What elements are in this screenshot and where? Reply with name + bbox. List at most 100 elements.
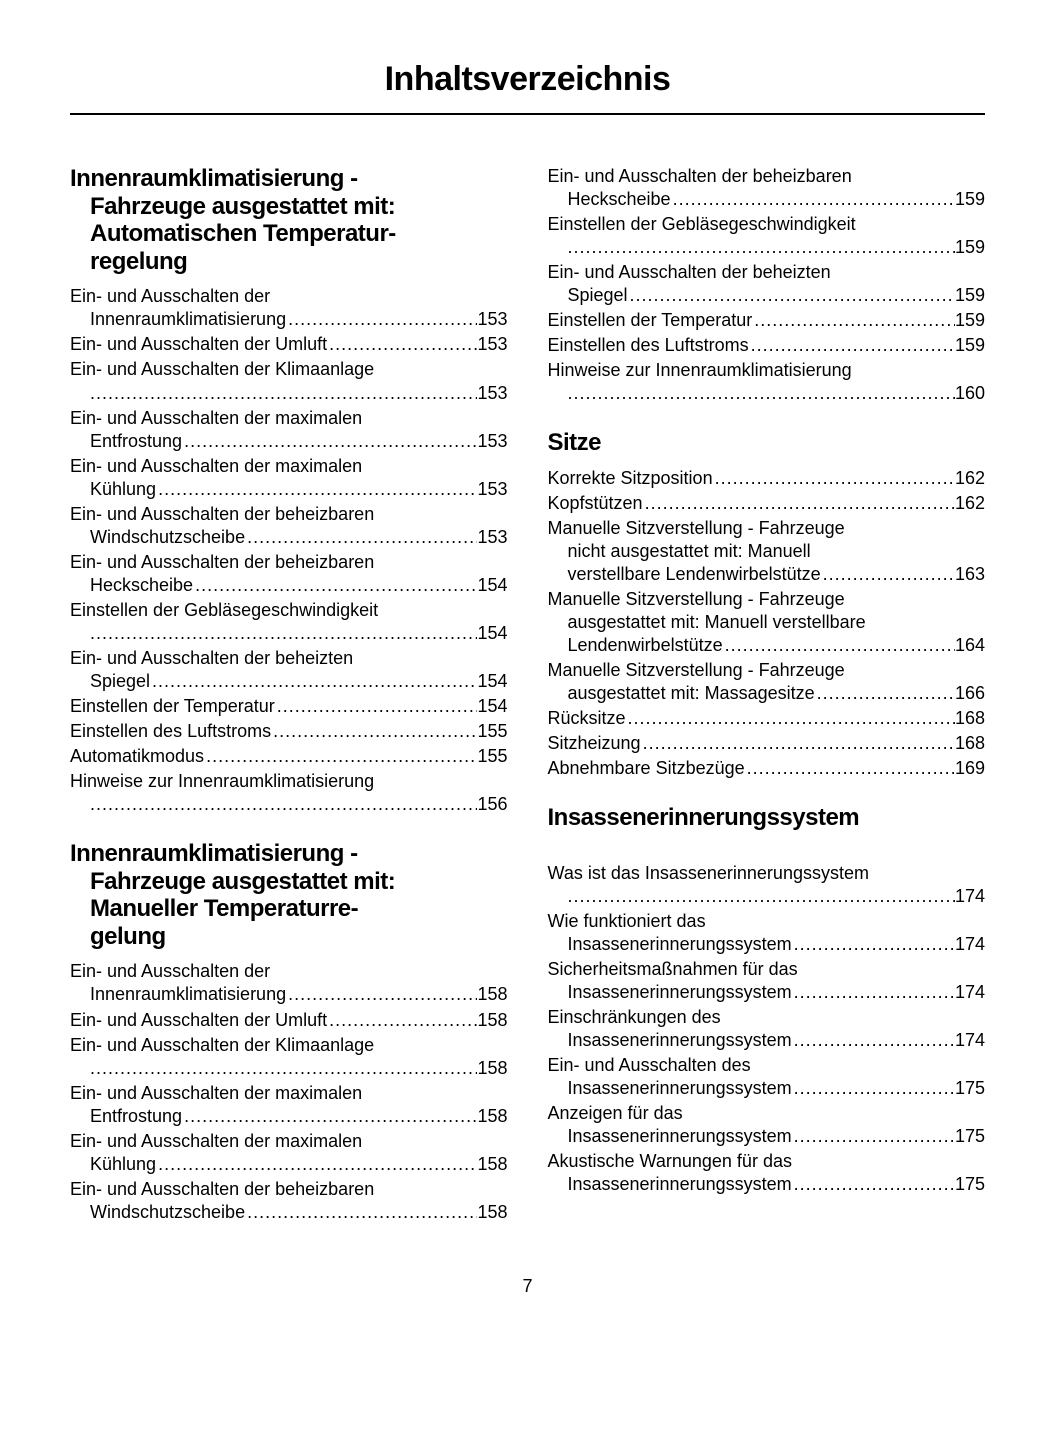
toc-entry-label: Insassenerinnerungssystem (568, 1029, 794, 1052)
toc-page-number: 163 (955, 563, 985, 586)
right-column: Ein- und Ausschalten der beheizbarenHeck… (548, 165, 986, 1226)
toc-entry: Einstellen der Temperatur 159 (548, 309, 986, 332)
toc-leader (817, 682, 955, 705)
toc-entry: Wie funktioniert dasInsassenerinnerungss… (548, 910, 986, 956)
toc-page-number: 175 (955, 1173, 985, 1196)
toc-entry-line: Hinweise zur Innenraumklimatisierung (548, 359, 986, 382)
section-heading: Innenraumklimatisierung -Fahrzeuge ausge… (70, 165, 508, 275)
toc-entry-label: Automatikmodus (70, 745, 206, 768)
toc-page-number: 174 (955, 933, 985, 956)
page-title: Inhaltsverzeichnis (70, 60, 985, 115)
toc-leader (90, 382, 477, 405)
toc-entry-line: Wie funktioniert das (548, 910, 986, 933)
toc-entry: Ein- und Ausschalten der maximalenEntfro… (70, 407, 508, 453)
toc-entry: Einstellen der Gebläsegeschwindigkeit159 (548, 213, 986, 259)
toc-entry-line: Anzeigen für das (548, 1102, 986, 1125)
toc-entry: Ein- und Ausschalten derInnenraumklimati… (70, 960, 508, 1006)
toc-entry-line: Manuelle Sitzverstellung - Fahrzeuge (548, 517, 986, 540)
left-column: Innenraumklimatisierung -Fahrzeuge ausge… (70, 165, 508, 1226)
toc-leader (329, 333, 477, 356)
toc-leader (152, 670, 477, 693)
toc-entry: Ein- und Ausschalten der beheiztenSpiege… (70, 647, 508, 693)
toc-page-number: 162 (955, 467, 985, 490)
toc-entry: Ein- und Ausschalten der beheizbarenWind… (70, 1178, 508, 1224)
toc-leader (630, 284, 955, 307)
toc-entry-label: Rücksitze (548, 707, 628, 730)
section-heading: Insassenerinnerungssystem (548, 804, 986, 832)
toc-leader (747, 757, 955, 780)
toc-leader (158, 1153, 477, 1176)
toc-leader (195, 574, 477, 597)
toc-entry-label: Kühlung (90, 478, 158, 501)
toc-entry-label: Windschutzscheibe (90, 526, 247, 549)
toc-page-number: 153 (477, 333, 507, 356)
toc-entry-line: Ein- und Ausschalten der Klimaanlage (70, 358, 508, 381)
toc-page-number: 154 (477, 574, 507, 597)
toc-entry-label: Einstellen der Temperatur (548, 309, 755, 332)
toc-entry-line: Ein- und Ausschalten der beheizbaren (70, 551, 508, 574)
toc-entry-line: ausgestattet mit: Manuell verstellbare (548, 611, 986, 634)
toc-entry-label: Lendenwirbelstütze (568, 634, 725, 657)
toc-page-number: 156 (477, 793, 507, 816)
toc-entry-label: Einstellen der Temperatur (70, 695, 277, 718)
toc-entry-line: Ein- und Ausschalten der maximalen (70, 455, 508, 478)
toc-entry-label: Innenraumklimatisierung (90, 983, 288, 1006)
toc-entry: Ein- und Ausschalten der maximalenKühlun… (70, 1130, 508, 1176)
toc-leader (794, 1077, 955, 1100)
toc-page-number: 164 (955, 634, 985, 657)
toc-leader (754, 309, 955, 332)
toc-leader (90, 793, 477, 816)
toc-page-number: 158 (477, 1057, 507, 1080)
toc-page-number: 154 (477, 695, 507, 718)
toc-entry-line: Ein- und Ausschalten der (70, 285, 508, 308)
toc-entry-label: Entfrostung (90, 430, 184, 453)
toc-entry-line: Ein- und Ausschalten des (548, 1054, 986, 1077)
toc-leader (273, 720, 477, 743)
toc-entry: Hinweise zur Innenraumklimatisierung160 (548, 359, 986, 405)
toc-entry-label: Kopfstützen (548, 492, 645, 515)
toc-page-number: 154 (477, 670, 507, 693)
toc-page-number: 169 (955, 757, 985, 780)
toc-entry-line: Einstellen der Gebläsegeschwindigkeit (548, 213, 986, 236)
toc-entry-label: Einstellen des Luftstroms (70, 720, 273, 743)
toc-leader (643, 732, 955, 755)
toc-leader (90, 1057, 477, 1080)
page-number: 7 (70, 1276, 985, 1297)
toc-page-number: 159 (955, 309, 985, 332)
toc-entry: Manuelle Sitzverstellung - Fahrzeugenich… (548, 517, 986, 586)
toc-entry-label: Heckscheibe (90, 574, 195, 597)
toc-entry: Kopfstützen162 (548, 492, 986, 515)
toc-entry-line: Einschränkungen des (548, 1006, 986, 1029)
toc-leader (288, 308, 477, 331)
toc-entry-label: Insassenerinnerungssystem (568, 981, 794, 1004)
toc-entry: Einstellen der Gebläsegeschwindigkeit154 (70, 599, 508, 645)
toc-entry-line: Sicherheitsmaßnahmen für das (548, 958, 986, 981)
toc-entry-line: Ein- und Ausschalten der beheizbaren (548, 165, 986, 188)
toc-page-number: 166 (955, 682, 985, 705)
section-heading: Sitze (548, 429, 986, 457)
toc-leader (751, 334, 955, 357)
toc-entry-label: Kühlung (90, 1153, 158, 1176)
toc-page-number: 153 (477, 430, 507, 453)
toc-entry: Akustische Warnungen für dasInsassenerin… (548, 1150, 986, 1196)
toc-leader (725, 634, 955, 657)
toc-page-number: 153 (477, 526, 507, 549)
toc-entry-label: Insassenerinnerungssystem (568, 1125, 794, 1148)
toc-entry-label: Spiegel (568, 284, 630, 307)
toc-leader (329, 1009, 477, 1032)
toc-leader (288, 983, 477, 1006)
toc-entry-label: Ein- und Ausschalten der Umluft (70, 333, 329, 356)
toc-entry-label: Insassenerinnerungssystem (568, 1077, 794, 1100)
toc-leader (794, 1173, 955, 1196)
toc-entry: Ein- und Ausschalten der Umluft158 (70, 1009, 508, 1032)
toc-entry: Einstellen der Temperatur 154 (70, 695, 508, 718)
toc-entry: Sitzheizung168 (548, 732, 986, 755)
toc-page-number: 153 (477, 308, 507, 331)
toc-leader (794, 933, 955, 956)
toc-entry: Ein- und Ausschalten der beheizbarenHeck… (70, 551, 508, 597)
toc-entry: Manuelle Sitzverstellung - Fahrzeugeausg… (548, 659, 986, 705)
toc-entry-label: verstellbare Lendenwirbelstütze (568, 563, 823, 586)
toc-entry: Anzeigen für dasInsassenerinnerungssyste… (548, 1102, 986, 1148)
toc-entry-label: Heckscheibe (568, 188, 673, 211)
toc-entry-line: Ein- und Ausschalten der maximalen (70, 407, 508, 430)
